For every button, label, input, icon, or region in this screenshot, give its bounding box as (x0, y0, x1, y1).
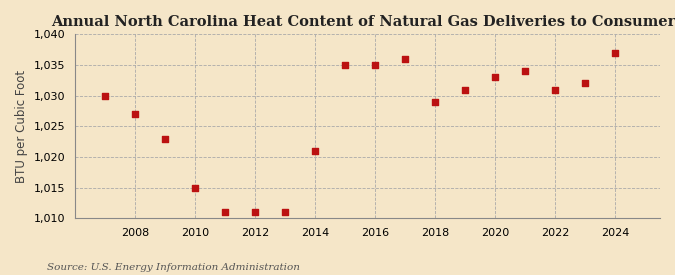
Point (369, 63, 380, 67)
Point (580, 81, 591, 86)
Y-axis label: BTU per Cubic Foot: BTU per Cubic Foot (15, 70, 28, 183)
Point (429, 100, 440, 104)
Point (130, 112, 140, 116)
Point (279, 210, 290, 214)
Text: Source: U.S. Energy Information Administration: Source: U.S. Energy Information Administ… (47, 263, 300, 272)
Point (340, 63, 350, 67)
Point (310, 148, 321, 153)
Point (610, 51, 620, 55)
Point (549, 87, 560, 92)
Point (250, 210, 261, 214)
Point (190, 185, 200, 190)
Point (460, 87, 470, 92)
Point (159, 136, 170, 141)
Point (400, 57, 410, 61)
Point (489, 75, 500, 79)
Point (99, 94, 110, 98)
Point (520, 69, 531, 73)
Point (219, 210, 230, 214)
Title: Annual North Carolina Heat Content of Natural Gas Deliveries to Consumers: Annual North Carolina Heat Content of Na… (51, 15, 675, 29)
